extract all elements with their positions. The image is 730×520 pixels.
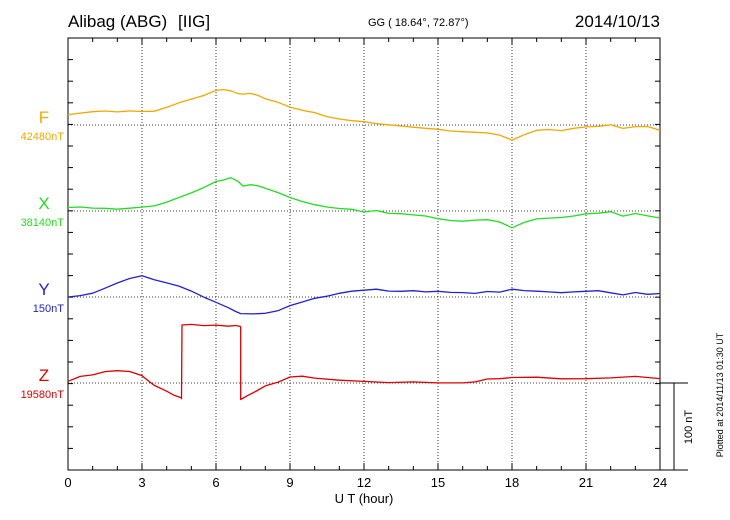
component-letter-F: F [39,108,49,127]
component-letter-Y: Y [38,280,49,299]
plotted-timestamp: Plotted at 2014/11/13 01:30 UT [715,332,725,457]
x-tick-label-3: 3 [138,475,145,490]
coords-label: GG ( 18.64°, 72.87°) [368,17,469,29]
station-title: Alibag (ABG) [68,12,167,31]
scale-bar: 100 nT [660,382,695,471]
x-tick-label-9: 9 [286,475,293,490]
series-line-X [67,177,661,229]
x-tick-label-24: 24 [653,475,667,490]
x-tick-label-18: 18 [505,475,519,490]
component-baseline-Y: 150nT [33,303,64,315]
component-baseline-X: 38140nT [21,217,65,229]
x-tick-label-6: 6 [212,475,219,490]
scale-bar-label: 100 nT [683,410,695,445]
x-tick-label-21: 21 [579,475,593,490]
x-tick-label-12: 12 [357,475,371,490]
grid-lines [68,38,660,470]
series-lines [67,88,661,401]
component-letter-Z: Z [39,366,49,385]
x-tick-label-0: 0 [64,475,71,490]
network-label: [IIG] [178,12,210,31]
axis-ticks [67,38,661,470]
series-line-F [67,88,661,141]
x-tick-labels: 0 3 6 9 12 15 18 21 24 [64,475,667,490]
x-tick-label-15: 15 [431,475,445,490]
date-label: 2014/10/13 [575,12,660,31]
component-baseline-F: 42480nT [21,131,65,143]
x-axis-label: U T (hour) [335,491,394,506]
series-line-Z [67,323,661,401]
component-baseline-Z: 19580nT [21,389,65,401]
series-line-Y [67,275,661,315]
component-letter-X: X [38,194,49,213]
component-labels: F 42480nT X 38140nT Y 150nT Z 19580nT [21,108,65,401]
